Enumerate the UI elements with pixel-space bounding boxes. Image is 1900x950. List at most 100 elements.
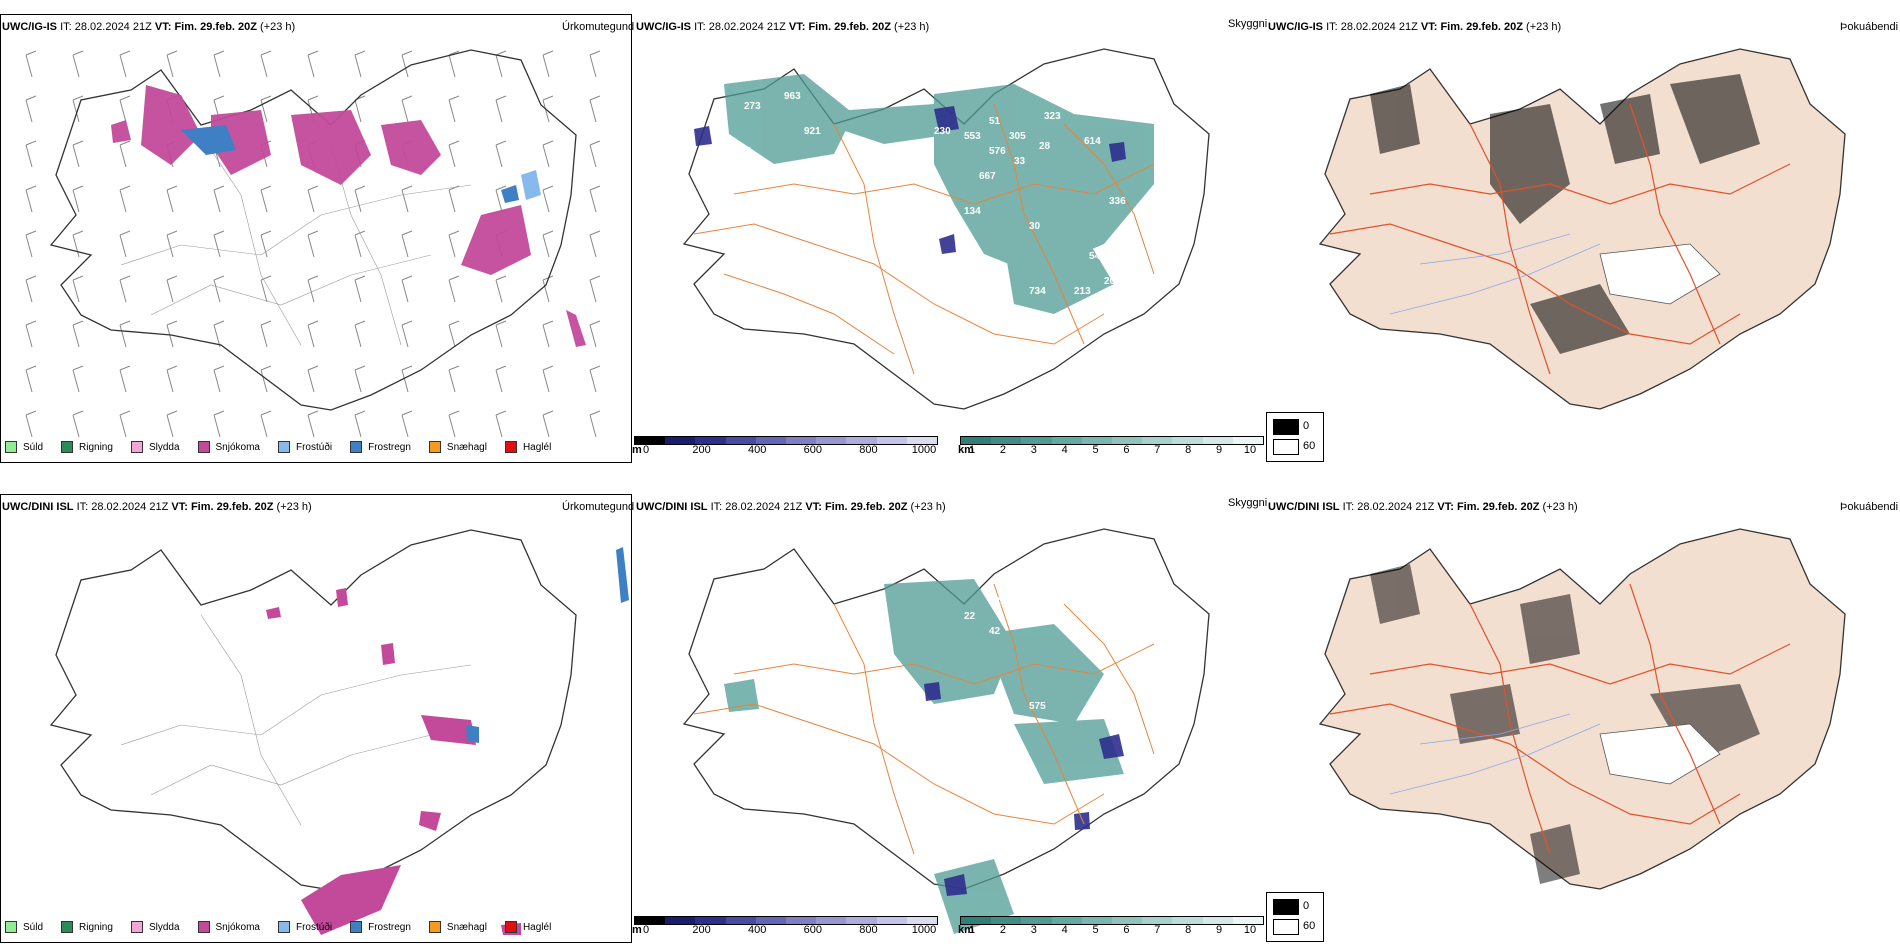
legend-swatch	[350, 441, 363, 453]
wind-barb-icon	[448, 275, 460, 303]
precip-type-map-row2: Súld Rigning Slydda Snjókoma Frostúði Frostre…	[0, 494, 632, 943]
wind-barb-icon	[72, 185, 84, 213]
wind-barb-icon	[213, 50, 225, 78]
visibility-value-label: 614	[1084, 136, 1101, 147]
vis-bar-tick: 5	[1092, 924, 1099, 936]
legend-swatch	[350, 921, 363, 933]
wind-barb-icon	[495, 365, 507, 393]
wind-barb-icon	[213, 185, 225, 213]
wind-barb-icon	[166, 320, 178, 348]
wind-barb-icon	[25, 365, 37, 393]
wind-barb-icon	[260, 275, 272, 303]
legend-label: Snæhagl	[446, 921, 487, 933]
legend-label: Rigning	[79, 441, 113, 453]
height-bar-tick: 200	[692, 444, 711, 456]
wind-barb-icon	[260, 50, 272, 78]
vis-bar-tick: 8	[1185, 444, 1192, 456]
visibility-value-label: 213	[1074, 286, 1091, 297]
wind-barb-icon	[589, 410, 601, 438]
precip-map-canvas	[49, 529, 629, 935]
header-row2-precip: UWC/DINI ISL IT: 28.02.2024 21Z VT: Fim.…	[2, 501, 312, 513]
wind-barb-icon	[448, 185, 460, 213]
precip-type-map-row1: Súld Rigning Slydda Snjókoma Frostúði Frostre…	[0, 14, 632, 463]
legend-item-7: Haglél	[504, 921, 552, 933]
legend-item-1: Rigning	[61, 921, 113, 933]
wind-barb-icon	[25, 410, 37, 438]
legend-label: Slydda	[148, 921, 180, 933]
height-colorbar-row1: m 0 200 400 600 800 1000	[632, 436, 938, 460]
header-row1-fog: UWC/IG-IS IT: 28.02.2024 21Z VT: Fim. 29…	[1268, 21, 1562, 33]
wind-barb-icon	[401, 275, 413, 303]
wind-barb-icon	[25, 185, 37, 213]
wind-barb-icon	[307, 50, 319, 78]
legend-label: Snæhagl	[446, 441, 487, 453]
header-row1-vis: UWC/IG-IS IT: 28.02.2024 21Z VT: Fim. 29…	[636, 21, 930, 33]
legend-swatch	[5, 921, 17, 933]
visibility-value-label: 51	[989, 116, 1001, 127]
visibility-value-label: 293	[744, 581, 761, 592]
fog-title-row1: Þokuábendi	[1840, 21, 1899, 33]
visibility-value-label: 30	[1029, 221, 1041, 232]
visibility-value-label: 963	[784, 91, 801, 102]
wind-barb-icon	[213, 230, 225, 258]
legend-label: Haglél	[522, 441, 552, 453]
height-bar-tick: 400	[748, 444, 767, 456]
wind-barb-icon	[495, 50, 507, 78]
wind-barb-icon	[119, 320, 131, 348]
height-bar-tick: 400	[748, 924, 767, 936]
wind-barb-icon	[307, 230, 319, 258]
fog-map-canvas	[1318, 528, 1846, 890]
wind-barb-icon	[213, 275, 225, 303]
vis-bar-tick: 6	[1123, 924, 1130, 936]
vis-bar-tick: 4	[1061, 924, 1068, 936]
vis-bar-tick: 3	[1030, 444, 1037, 456]
legend-item-3: Snjókoma	[197, 921, 260, 933]
vis-bar-tick: 9	[1216, 924, 1223, 936]
vis-bar-tick: 6	[1123, 444, 1130, 456]
legend-swatch	[5, 441, 17, 453]
wind-barb-icon	[401, 365, 413, 393]
wind-barb-icon	[119, 140, 131, 168]
vis-bar-unit: km	[958, 444, 974, 456]
wind-barb-icon	[72, 140, 84, 168]
wind-barb-icon	[72, 230, 84, 258]
visibility-value-label: 667	[979, 171, 996, 182]
legend-label: Frostúði	[295, 441, 333, 453]
visibility-value-label: 41	[1044, 591, 1056, 602]
wind-barb-icon	[542, 365, 554, 393]
fog-legend-row1: 0 60	[1266, 412, 1324, 462]
wind-barb-icon	[542, 185, 554, 213]
visibility-value-label: 22	[964, 611, 976, 622]
wind-barb-icon	[448, 95, 460, 123]
legend-item-0: Súld	[5, 441, 43, 453]
legend-label: Frostregn	[368, 921, 411, 933]
wind-barb-icon	[119, 50, 131, 78]
wind-barb-icon	[495, 95, 507, 123]
wind-barb-icon	[166, 185, 178, 213]
wind-barb-icon	[354, 185, 366, 213]
legend-swatch	[428, 441, 441, 453]
legend-label: Haglél	[522, 921, 552, 933]
height-bar-tick: 200	[692, 924, 711, 936]
header-row2-vis: UWC/DINI ISL IT: 28.02.2024 21Z VT: Fim.…	[636, 501, 946, 513]
wind-barb-icon	[354, 275, 366, 303]
visibility-value-label: 112	[1144, 696, 1161, 707]
wind-barb-icon	[401, 185, 413, 213]
fog-map-canvas	[1318, 48, 1846, 410]
wind-barb-icon	[166, 410, 178, 438]
wind-barb-icon	[448, 140, 460, 168]
wind-barb-icon	[354, 50, 366, 78]
visibility-value-label: 273	[744, 101, 761, 112]
visibility-value-label: 553	[964, 131, 981, 142]
wind-barb-icon	[401, 95, 413, 123]
legend-swatch	[197, 921, 210, 933]
legend-label: Frostregn	[368, 441, 411, 453]
wind-barb-icon	[72, 95, 84, 123]
wind-barb-icon	[589, 320, 601, 348]
wind-barb-icon	[307, 365, 319, 393]
fog-map-row1	[1270, 14, 1900, 454]
precip-legend: Súld Rigning Slydda Snjókoma Frostúði Frostre…	[5, 441, 569, 453]
legend-label: Slydda	[148, 441, 180, 453]
wind-barb-icon	[25, 230, 37, 258]
